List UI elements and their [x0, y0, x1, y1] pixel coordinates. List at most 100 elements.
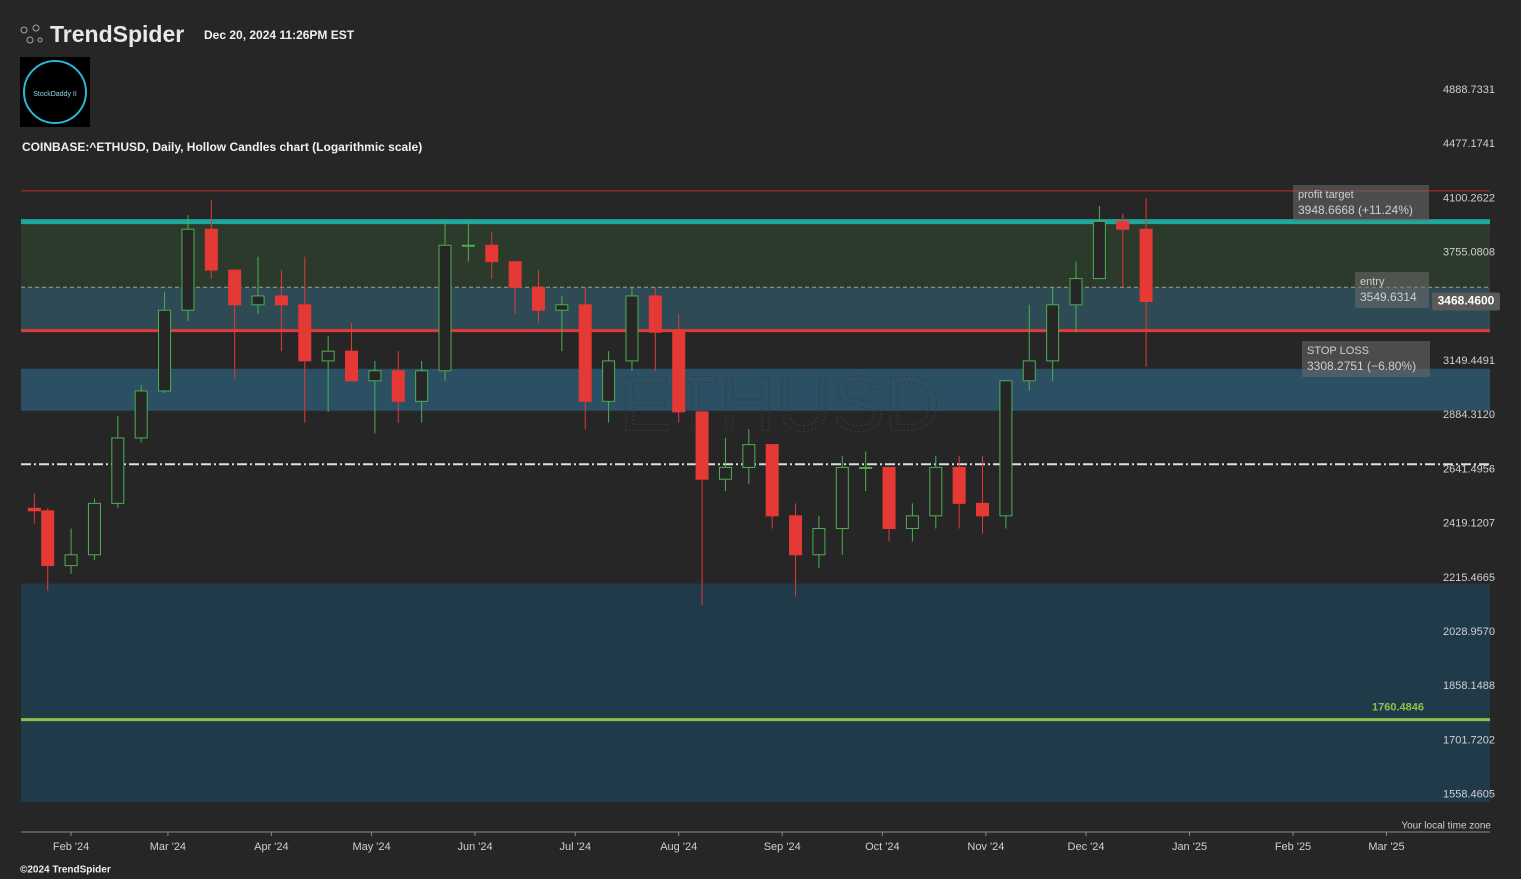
x-tick-label: May '24 — [352, 841, 390, 853]
candle-body — [485, 244, 499, 263]
candle-body — [41, 510, 55, 567]
timezone-note: Your local time zone — [1401, 821, 1491, 832]
candle-body — [1116, 220, 1130, 230]
annotation-label: STOP LOSS — [1307, 345, 1369, 357]
logo — [20, 57, 90, 127]
candle-body — [204, 228, 218, 271]
candle-body — [181, 228, 195, 311]
candle-body — [134, 390, 148, 439]
candle-body — [695, 411, 709, 480]
candle-body — [345, 350, 359, 382]
x-tick-label: Feb '24 — [53, 841, 89, 853]
candle-body — [1069, 278, 1083, 306]
candle-body — [158, 309, 172, 392]
candle-body — [648, 295, 662, 333]
candle-body — [321, 350, 335, 362]
candle-body — [1139, 228, 1153, 303]
candle-body — [859, 466, 873, 469]
y-tick-label: 4100.2622 — [1443, 192, 1495, 204]
candle-body — [952, 466, 966, 504]
y-tick-label: 1558.4605 — [1443, 789, 1495, 801]
candle-body — [672, 331, 686, 413]
candle-body — [87, 502, 101, 556]
candle-body — [812, 528, 826, 556]
annotation-value: 3549.6314 — [1360, 290, 1417, 304]
candle-body — [415, 370, 429, 402]
y-tick-label: 4888.7331 — [1443, 84, 1495, 96]
candle-body — [999, 380, 1013, 517]
x-tick-label: Jan '25 — [1172, 841, 1207, 853]
candle-body — [298, 304, 312, 362]
y-tick-label: 2028.9570 — [1443, 626, 1495, 638]
annotation-label: profit target — [1298, 189, 1354, 201]
y-tick-label: 1701.7202 — [1443, 734, 1495, 746]
timestamp: Dec 20, 2024 11:26PM EST — [204, 28, 355, 42]
annotation-label: entry — [1360, 276, 1385, 288]
x-tick-label: Oct '24 — [865, 841, 900, 853]
candle-body — [508, 261, 522, 288]
y-tick-label: 3755.0808 — [1443, 246, 1495, 258]
y-tick-label: 1858.1488 — [1443, 680, 1495, 692]
candle-body — [111, 437, 125, 504]
annotation-box — [1293, 185, 1429, 221]
candle-body — [461, 244, 475, 247]
x-tick-label: Aug '24 — [660, 841, 697, 853]
candle-body — [1046, 304, 1060, 362]
candle-body — [625, 295, 639, 362]
candle-body — [602, 360, 616, 402]
y-tick-label: 2215.4665 — [1443, 572, 1495, 584]
x-tick-label: Mar '24 — [150, 841, 186, 853]
annotation-value: 3308.2751 (−6.80%) — [1307, 359, 1416, 373]
candle-body — [27, 507, 41, 512]
x-tick-label: Feb '25 — [1275, 841, 1311, 853]
candle-body — [438, 244, 452, 372]
zone — [21, 368, 1490, 411]
candle-body — [578, 304, 592, 402]
reward-zone — [21, 221, 1490, 288]
candle-body — [555, 304, 569, 311]
x-tick-label: Dec '24 — [1068, 841, 1105, 853]
y-tick-label: 2884.3120 — [1443, 409, 1495, 421]
candle-body — [835, 466, 849, 530]
candle-body — [976, 502, 990, 517]
candle-body — [64, 554, 78, 567]
candle-body — [765, 444, 779, 517]
watermark: ETHUSD — [620, 360, 941, 448]
x-tick-label: Mar '25 — [1368, 841, 1404, 853]
x-tick-label: Apr '24 — [254, 841, 289, 853]
last-price-tag — [1432, 292, 1500, 311]
x-tick-label: Jul '24 — [559, 841, 590, 853]
y-tick-label: 2641.4956 — [1443, 463, 1495, 475]
annotation-value: 3948.6668 (+11.24%) — [1298, 203, 1413, 217]
x-tick-label: Nov '24 — [967, 841, 1004, 853]
y-tick-label: 4477.1741 — [1443, 138, 1495, 150]
candle-body — [929, 466, 943, 517]
candle-body — [718, 466, 732, 480]
x-tick-label: Sep '24 — [764, 841, 801, 853]
y-tick-label: 2419.1207 — [1443, 518, 1495, 530]
last-price-label: 3468.4600 — [1438, 294, 1495, 308]
risk-zone — [21, 287, 1490, 331]
copyright: ©2024 TrendSpider — [20, 865, 111, 876]
candle-body — [531, 286, 545, 311]
brand: TrendSpider — [50, 21, 184, 47]
annotation-box — [1302, 341, 1430, 377]
candle-body — [905, 515, 919, 530]
logo-ring — [23, 60, 87, 124]
candle-body — [368, 370, 382, 382]
candle-body — [1092, 220, 1106, 280]
candle-body — [274, 295, 288, 306]
candle-body — [1022, 360, 1036, 382]
y-tick-label: 3149.4491 — [1443, 355, 1495, 367]
annotation-box — [1355, 272, 1429, 308]
x-tick-label: Jun '24 — [457, 841, 492, 853]
candle-body — [882, 466, 896, 530]
zone — [21, 583, 1490, 803]
candle-body — [391, 370, 405, 402]
brand-icon — [20, 24, 43, 44]
chart-title: COINBASE:^ETHUSD, Daily, Hollow Candles … — [22, 140, 422, 154]
candle-body — [789, 515, 803, 556]
candle-body — [228, 269, 242, 306]
